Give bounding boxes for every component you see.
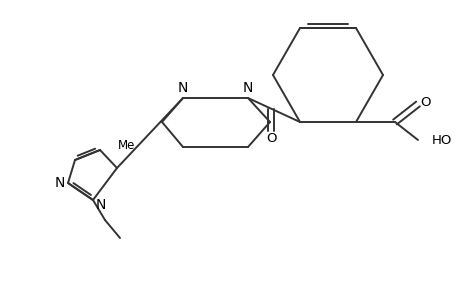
Text: N: N [242, 81, 252, 95]
Text: N: N [55, 176, 65, 190]
Text: O: O [420, 95, 431, 109]
Text: O: O [266, 132, 276, 145]
Text: HO: HO [431, 134, 451, 146]
Text: N: N [178, 81, 188, 95]
Text: N: N [95, 198, 106, 212]
Text: Me: Me [118, 139, 135, 152]
